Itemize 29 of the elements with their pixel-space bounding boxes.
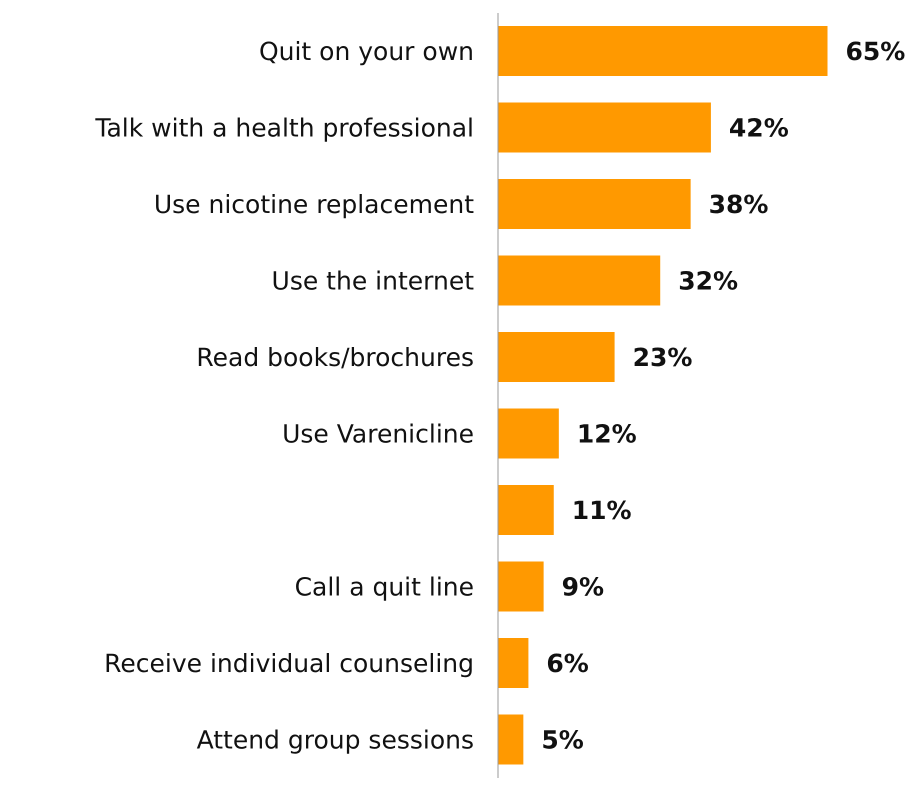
y-tick-label: Talk with a health professional xyxy=(94,114,474,143)
data-label: 65% xyxy=(846,36,906,66)
data-label: 12% xyxy=(576,419,637,448)
data-label: 5% xyxy=(541,725,584,754)
data-label: 42% xyxy=(728,113,789,142)
y-tick-label: Use Varenicline xyxy=(282,420,474,449)
bar xyxy=(498,102,711,153)
bar xyxy=(498,485,554,536)
y-tick-label: Call a quit line xyxy=(294,572,474,602)
bar xyxy=(498,26,828,76)
bar xyxy=(498,638,528,688)
y-tick-label: Read books/brochures xyxy=(196,343,474,372)
y-tick-label: Receive individual counseling xyxy=(104,649,474,678)
bar xyxy=(498,256,660,306)
data-label: 38% xyxy=(708,190,768,219)
y-tick-label: Attend group sessions xyxy=(196,726,474,755)
data-label: 32% xyxy=(678,266,738,296)
data-label: 9% xyxy=(562,572,604,602)
bar xyxy=(498,332,615,382)
y-tick-label: Quit on your own xyxy=(258,37,474,66)
data-label: 6% xyxy=(546,648,589,678)
data-label: 11% xyxy=(572,496,632,525)
bar xyxy=(498,714,524,765)
y-tick-label: Use the internet xyxy=(272,266,474,296)
bar xyxy=(498,408,559,459)
bar xyxy=(498,562,544,612)
y-tick-label: Use nicotine replacement xyxy=(154,190,474,220)
data-label: 23% xyxy=(632,342,692,372)
bar xyxy=(498,179,691,230)
